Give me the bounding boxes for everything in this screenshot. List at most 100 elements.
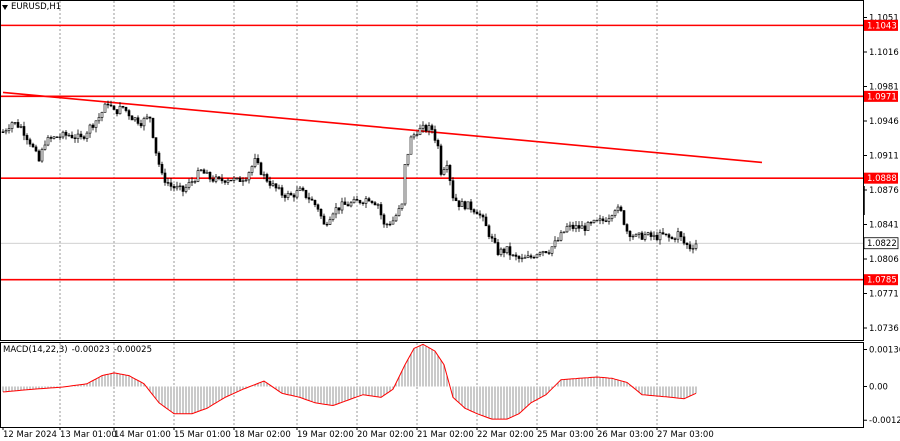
candle-body [475, 211, 479, 215]
time-label: 27 Mar 03:00 [657, 430, 714, 440]
candle-body [664, 233, 668, 236]
candle-body [289, 193, 293, 196]
candle-body [532, 256, 536, 259]
candle-body [328, 219, 332, 225]
candle-body [94, 120, 98, 128]
candle-body [4, 130, 8, 133]
macd-tick-label: -0.00124 [869, 416, 900, 426]
candle-body [28, 139, 32, 145]
macd-indicator [2, 343, 697, 420]
candle-body [136, 117, 140, 124]
candle-body [304, 189, 308, 198]
candle-body [1, 131, 5, 133]
candle-body [412, 134, 416, 138]
level-label: 1.1043 [867, 21, 897, 31]
candle-body [283, 194, 287, 198]
candle-body [220, 178, 224, 182]
candle-body [127, 110, 131, 117]
candle-body [637, 232, 641, 235]
candle-body [349, 202, 353, 207]
dropdown-triangle-icon[interactable] [2, 4, 8, 10]
candle-body [22, 126, 26, 136]
candle-body [418, 127, 422, 135]
candle-body [496, 242, 500, 255]
time-label: 13 Mar 01:00 [60, 430, 117, 440]
candle-body [178, 185, 182, 187]
time-label: 26 Mar 03:00 [597, 430, 654, 440]
candle-body [214, 176, 218, 182]
candle-body [343, 201, 347, 205]
price-tick-label: 1.0771 [869, 290, 899, 300]
candle-body [190, 181, 194, 183]
candle-body [634, 234, 638, 237]
candle-body [277, 187, 281, 189]
candle-body [301, 187, 305, 191]
candle-body [379, 204, 383, 216]
candle-body [625, 224, 629, 232]
candle-body [367, 198, 371, 202]
macd-signal-line [2, 343, 697, 420]
candle-body [385, 223, 389, 226]
candle-body [409, 136, 413, 155]
candle-body [577, 225, 581, 229]
candle-body [421, 124, 425, 129]
symbol-title[interactable]: EURUSD,H1 [2, 2, 61, 12]
candle-body [619, 206, 623, 211]
candle-body [133, 117, 137, 121]
candle-body [142, 118, 146, 127]
candle-body [511, 254, 515, 257]
candle-body [73, 137, 77, 139]
candle-body [433, 129, 437, 141]
candle-body [583, 225, 587, 231]
candle-body [31, 143, 35, 148]
candle-body [568, 224, 572, 227]
candle-body [520, 257, 524, 260]
candle-body [247, 172, 251, 181]
candle-body [241, 180, 245, 182]
candle-body [181, 185, 185, 192]
candle-body [85, 132, 89, 139]
time-label: 21 Mar 02:00 [417, 430, 474, 440]
candle-body [523, 257, 527, 259]
candle-body [238, 177, 242, 182]
candle-body [106, 103, 110, 106]
candle-body [175, 185, 179, 189]
candle-body [373, 202, 377, 206]
candle-body [541, 251, 545, 254]
candle-body [610, 215, 614, 219]
candle-body [544, 251, 548, 253]
candle-body [499, 248, 503, 255]
candle-body [13, 122, 17, 124]
level-label-bg [864, 172, 898, 184]
candle-body [274, 183, 278, 189]
candle-body [109, 104, 113, 107]
candle-body [661, 232, 665, 235]
candle-body [280, 187, 284, 196]
candle-body [151, 117, 155, 138]
candle-body [679, 231, 683, 238]
candle-body [61, 131, 65, 138]
candle-body [403, 164, 407, 205]
candle-body [118, 105, 122, 115]
candle-body [325, 223, 329, 226]
candle-body [604, 220, 608, 222]
candle-body [79, 133, 83, 138]
macd-pane-frame [0, 342, 864, 428]
price-tick-label: 1.0736 [869, 324, 899, 334]
candle-body [457, 200, 461, 207]
candle-body [196, 170, 200, 182]
candle-body [652, 234, 656, 237]
trendline-line [2, 91, 763, 164]
candle-body [250, 166, 254, 173]
candle-body [43, 144, 47, 150]
macd-signal-value: -0.00025 [113, 345, 152, 355]
candle-body [52, 136, 56, 139]
candle-body [268, 180, 272, 186]
candle-body [451, 180, 455, 199]
candle-body [163, 172, 167, 183]
candle-body [82, 136, 86, 139]
candle-body [415, 134, 419, 136]
candle-body [7, 128, 11, 131]
